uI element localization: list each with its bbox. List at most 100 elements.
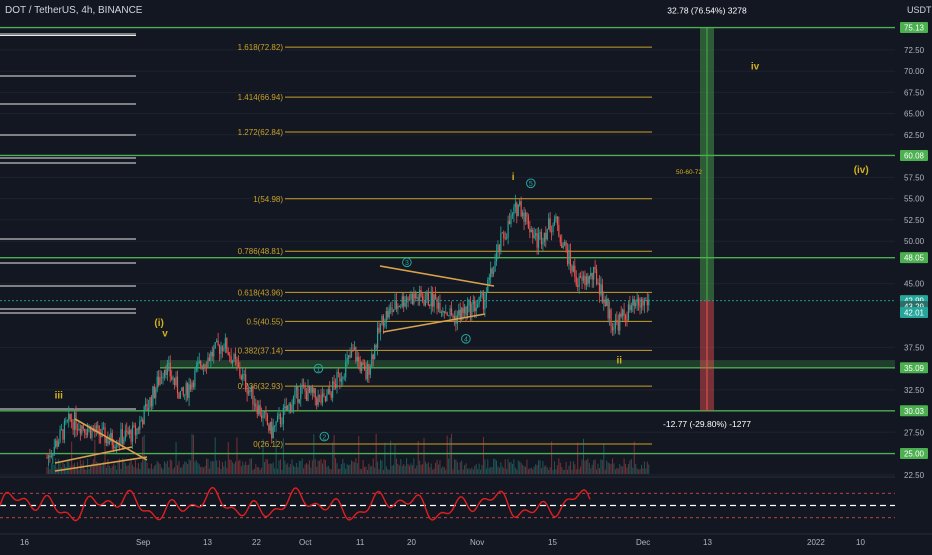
candle-body bbox=[66, 420, 68, 422]
candle-body bbox=[610, 309, 612, 327]
volume-bar bbox=[577, 442, 579, 474]
candle-body bbox=[224, 338, 226, 349]
volume-bar bbox=[121, 458, 123, 474]
candle-body bbox=[585, 276, 587, 286]
volume-bar bbox=[588, 463, 590, 474]
candle-body bbox=[194, 370, 196, 387]
candle-body bbox=[184, 394, 186, 396]
volume-bar bbox=[252, 469, 254, 474]
volume-bar bbox=[613, 463, 615, 474]
price-tick: 62.50 bbox=[904, 131, 925, 140]
candle-body bbox=[84, 428, 86, 434]
wave-circle bbox=[526, 178, 536, 189]
time-tick: Dec bbox=[636, 538, 650, 547]
volume-bar bbox=[78, 469, 80, 474]
candle-body bbox=[276, 416, 279, 422]
volume-bar bbox=[565, 461, 567, 474]
volume-bar bbox=[269, 463, 271, 474]
candle-body bbox=[465, 306, 467, 316]
candle-body bbox=[230, 356, 232, 364]
volume-bar bbox=[559, 462, 561, 474]
candle-body bbox=[197, 363, 199, 367]
time-axis[interactable]: 16 Sep 13 22 Oct 11 20 Nov 15 Dec 13 2022 10 bbox=[0, 533, 932, 547]
candle-body bbox=[181, 387, 183, 392]
candle-body bbox=[255, 403, 257, 407]
candle-body bbox=[601, 284, 603, 303]
volume-bar bbox=[449, 438, 451, 474]
candle-body bbox=[149, 397, 151, 408]
candle-body bbox=[485, 292, 487, 300]
volume-bar bbox=[377, 461, 379, 474]
candle-body bbox=[613, 328, 615, 331]
volume-bar bbox=[262, 439, 264, 474]
volume-bar bbox=[540, 468, 542, 474]
candle-body bbox=[466, 305, 469, 316]
candle-body bbox=[491, 268, 493, 274]
candle-body bbox=[250, 386, 253, 392]
volume-bar bbox=[81, 464, 83, 474]
volume-bar bbox=[185, 462, 187, 474]
volume-bar bbox=[555, 469, 557, 474]
volume-bar bbox=[520, 462, 522, 474]
volume-bar bbox=[430, 463, 432, 474]
price-tag bbox=[900, 448, 928, 460]
candle-body bbox=[394, 300, 396, 310]
volume-bar bbox=[153, 466, 155, 474]
volume-bar bbox=[333, 435, 335, 474]
candle-body bbox=[630, 305, 632, 311]
candle-body bbox=[220, 346, 222, 354]
wave-circle bbox=[313, 363, 324, 374]
projection-box[interactable]: 32.78 (76.54%) 3278 -12.77 (-29.80%) -127… bbox=[663, 6, 751, 429]
fib-label: 1.618(72.82) bbox=[238, 43, 284, 52]
volume-bar bbox=[369, 466, 371, 474]
volume-bar bbox=[424, 461, 426, 474]
volume-bar bbox=[471, 467, 473, 474]
candle-body bbox=[607, 298, 609, 319]
candles bbox=[46, 194, 650, 466]
volume-bar bbox=[546, 467, 548, 474]
volume-bar bbox=[224, 460, 226, 474]
candle-body bbox=[626, 319, 628, 321]
volume-bar bbox=[493, 458, 495, 474]
candle-body bbox=[365, 369, 367, 380]
volume-bar bbox=[639, 469, 641, 474]
volume-bar bbox=[58, 458, 60, 474]
volume-bar bbox=[291, 459, 293, 474]
candle-body bbox=[510, 215, 512, 225]
volume-bar bbox=[253, 468, 255, 474]
candle-body bbox=[526, 212, 528, 217]
candle-body bbox=[591, 272, 593, 280]
volume-bar bbox=[429, 467, 431, 474]
volume-bar bbox=[620, 466, 622, 474]
volume-bar bbox=[163, 461, 165, 474]
candle-body bbox=[414, 293, 416, 299]
price-tick: 72.50 bbox=[904, 46, 925, 55]
candle-body bbox=[353, 347, 355, 351]
volume-bar bbox=[551, 441, 553, 474]
candle-body bbox=[363, 364, 366, 370]
volume-bar bbox=[490, 466, 492, 474]
volume-bar bbox=[110, 468, 112, 474]
volume-bar bbox=[539, 460, 541, 474]
volume-bar bbox=[243, 464, 245, 474]
volume-bar bbox=[414, 468, 416, 474]
candle-body bbox=[469, 300, 471, 317]
candle-body bbox=[97, 425, 99, 427]
wave-label: v bbox=[162, 328, 168, 339]
candle-body bbox=[121, 429, 123, 444]
candle-body bbox=[362, 362, 364, 365]
volume-bar bbox=[217, 467, 219, 474]
candle-body bbox=[503, 232, 505, 239]
candle-body bbox=[78, 428, 80, 430]
volume-bar bbox=[55, 458, 57, 474]
volume-bar bbox=[313, 434, 315, 474]
candle-body bbox=[201, 366, 203, 369]
candle-body bbox=[171, 376, 173, 380]
price-tag bbox=[900, 22, 928, 34]
candle-body bbox=[440, 312, 442, 313]
volume-bar bbox=[277, 468, 279, 474]
candle-body bbox=[490, 268, 492, 278]
